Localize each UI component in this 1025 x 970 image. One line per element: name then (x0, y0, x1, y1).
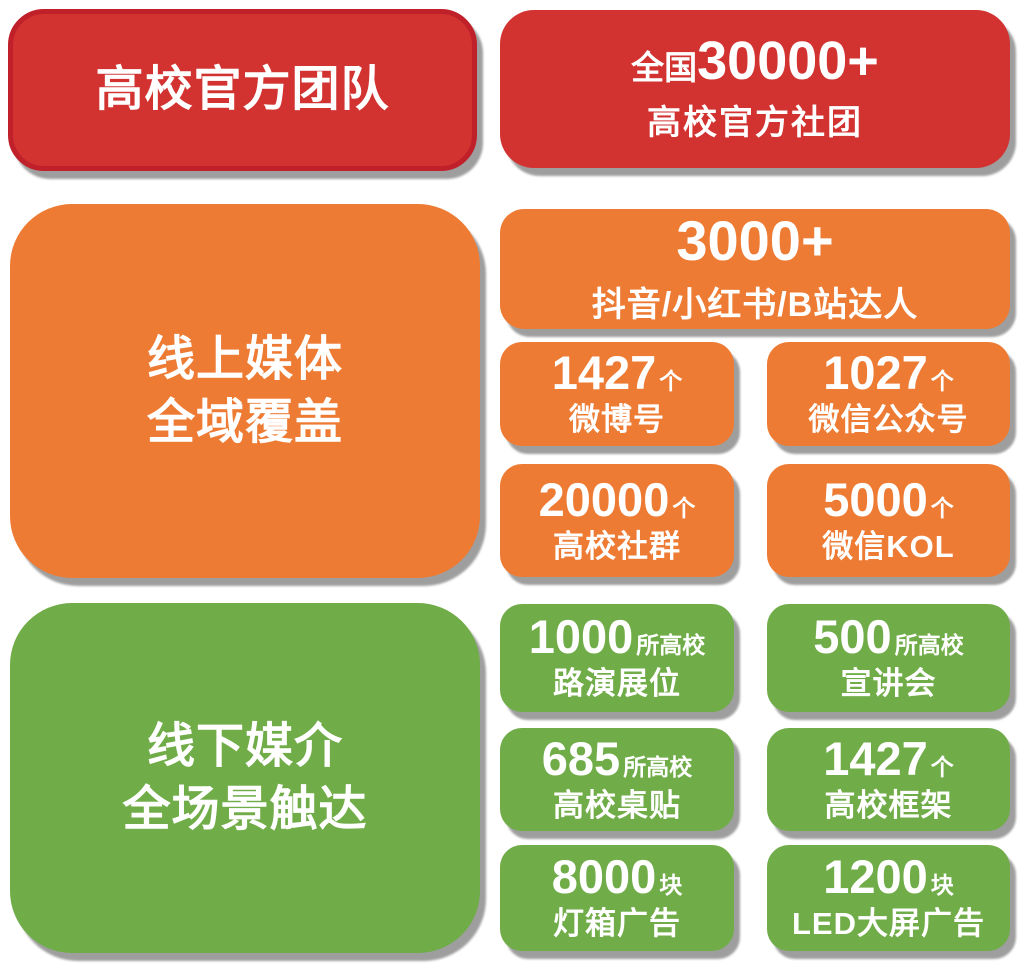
seminar-label: 宣讲会 (840, 666, 937, 702)
panel-official-team-title: 高校官方团队 (95, 63, 390, 117)
frame-number-row: 1427 个 (823, 735, 954, 782)
wechat-label: 微信公众号 (808, 402, 969, 438)
lightbox-number-row: 8000 块 (552, 853, 683, 900)
card-campus-frames: 1427 个 高校框架 (767, 728, 1010, 831)
lightbox-label: 灯箱广告 (553, 906, 681, 942)
frame-unit: 个 (930, 753, 954, 780)
card-wechat-official-accounts: 1027 个 微信公众号 (767, 342, 1010, 446)
panel-official-team: 高校官方团队 (8, 9, 477, 171)
kol-number-row: 5000 个 (823, 476, 954, 523)
panel-offline-media-title-line1: 线下媒介 (146, 719, 343, 773)
card-weibo-accounts: 1427 个 微博号 (500, 342, 734, 446)
frame-number: 1427 (823, 731, 928, 785)
influencers-number: 3000+ (676, 208, 834, 272)
roadshow-number-row: 1000 所高校 (529, 613, 706, 660)
national-clubs-prefix: 全国 (631, 49, 698, 86)
wechat-unit: 个 (930, 368, 954, 395)
groups-label: 高校社群 (553, 528, 681, 564)
national-clubs-number-row: 全国 30000+ (631, 34, 879, 88)
panel-online-media: 线上媒体 全域覆盖 (10, 204, 480, 578)
desk-number-row: 685 所高校 (542, 735, 692, 782)
panel-offline-media-title-line2: 全场景触达 (122, 783, 368, 836)
seminar-unit: 所高校 (894, 632, 964, 659)
card-campus-groups: 20000 个 高校社群 (500, 464, 734, 577)
weibo-number-row: 1427 个 (552, 349, 683, 396)
kol-label: 微信KOL (822, 528, 955, 564)
seminar-number: 500 (813, 610, 892, 664)
frame-label: 高校框架 (824, 787, 953, 823)
groups-number: 20000 (538, 472, 670, 526)
seminar-number-row: 500 所高校 (813, 613, 963, 660)
desk-label: 高校桌贴 (553, 787, 681, 823)
weibo-number: 1427 (551, 346, 657, 400)
influencers-label: 抖音/小红书/B站达人 (591, 285, 919, 324)
led-number: 1200 (823, 850, 928, 904)
groups-unit: 个 (672, 494, 696, 521)
national-clubs-label: 高校官方社团 (647, 104, 863, 142)
card-national-clubs: 全国 30000+ 高校官方社团 (500, 10, 1010, 168)
groups-number-row: 20000 个 (539, 476, 696, 523)
card-roadshow-booths: 1000 所高校 路演展位 (500, 604, 734, 712)
card-desk-stickers: 685 所高校 高校桌贴 (500, 728, 734, 831)
panel-online-media-title-line1: 线上媒体 (146, 332, 343, 386)
panel-offline-media: 线下媒介 全场景触达 (10, 603, 480, 953)
card-influencers: 3000+ 抖音/小红书/B站达人 (500, 209, 1010, 329)
led-label: LED大屏广告 (792, 906, 985, 942)
wechat-number: 1027 (823, 346, 928, 400)
led-unit: 块 (930, 872, 954, 899)
card-led-screen-ads: 1200 块 LED大屏广告 (767, 845, 1010, 951)
card-lightbox-ads: 8000 块 灯箱广告 (500, 845, 734, 951)
weibo-label: 微博号 (569, 402, 665, 438)
panel-online-media-title-line2: 全域覆盖 (146, 396, 343, 449)
led-number-row: 1200 块 (823, 853, 954, 900)
lightbox-unit: 块 (659, 872, 683, 899)
roadshow-unit: 所高校 (636, 632, 706, 659)
card-seminars: 500 所高校 宣讲会 (767, 604, 1010, 712)
national-clubs-number: 30000+ (697, 31, 879, 91)
card-wechat-kol: 5000 个 微信KOL (767, 464, 1010, 577)
weibo-unit: 个 (659, 368, 683, 395)
desk-unit: 所高校 (623, 753, 693, 780)
kol-number: 5000 (823, 472, 928, 526)
wechat-number-row: 1027 个 (823, 349, 954, 396)
roadshow-label: 路演展位 (553, 666, 681, 702)
roadshow-number: 1000 (528, 610, 634, 664)
lightbox-number: 8000 (551, 850, 657, 904)
kol-unit: 个 (930, 494, 954, 521)
desk-number: 685 (541, 731, 621, 785)
